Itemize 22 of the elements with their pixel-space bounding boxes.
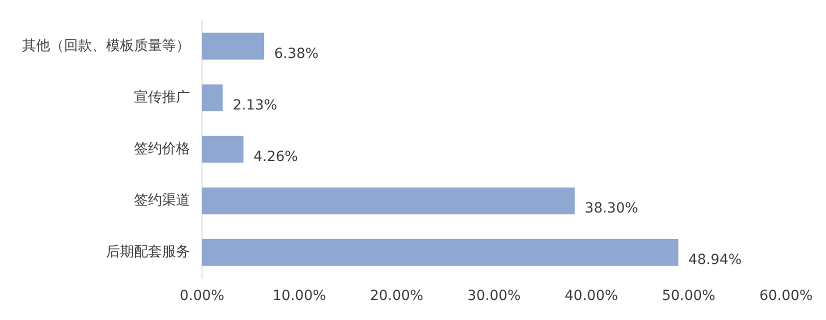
data-label: 2.13% xyxy=(232,97,278,114)
bar xyxy=(202,136,244,163)
y-tick-label: 宣传推广 xyxy=(134,89,190,106)
data-label: 38.30% xyxy=(584,200,638,216)
bar xyxy=(202,84,223,112)
x-tick-label: 20.00% xyxy=(370,288,424,304)
data-label: 6.38% xyxy=(274,46,319,62)
bar xyxy=(202,187,575,214)
x-tick-label: 0.00% xyxy=(180,288,224,304)
x-tick-label: 60.00% xyxy=(759,288,813,304)
x-tick-label: 40.00% xyxy=(564,288,618,304)
x-tick-label: 10.00% xyxy=(272,288,326,304)
data-label: 4.26% xyxy=(253,148,298,165)
y-tick-label: 签约价格 xyxy=(134,140,190,157)
y-tick-label: 其他（回款、模板质量等） xyxy=(22,38,190,54)
x-tick-label: 50.00% xyxy=(662,288,716,304)
bar xyxy=(202,239,678,266)
y-tick-label: 后期配套服务 xyxy=(106,244,190,260)
bar xyxy=(202,32,264,60)
data-label: 48.94% xyxy=(688,252,742,268)
x-tick-label: 30.00% xyxy=(467,288,521,304)
y-tick-label: 签约渠道 xyxy=(134,192,190,208)
